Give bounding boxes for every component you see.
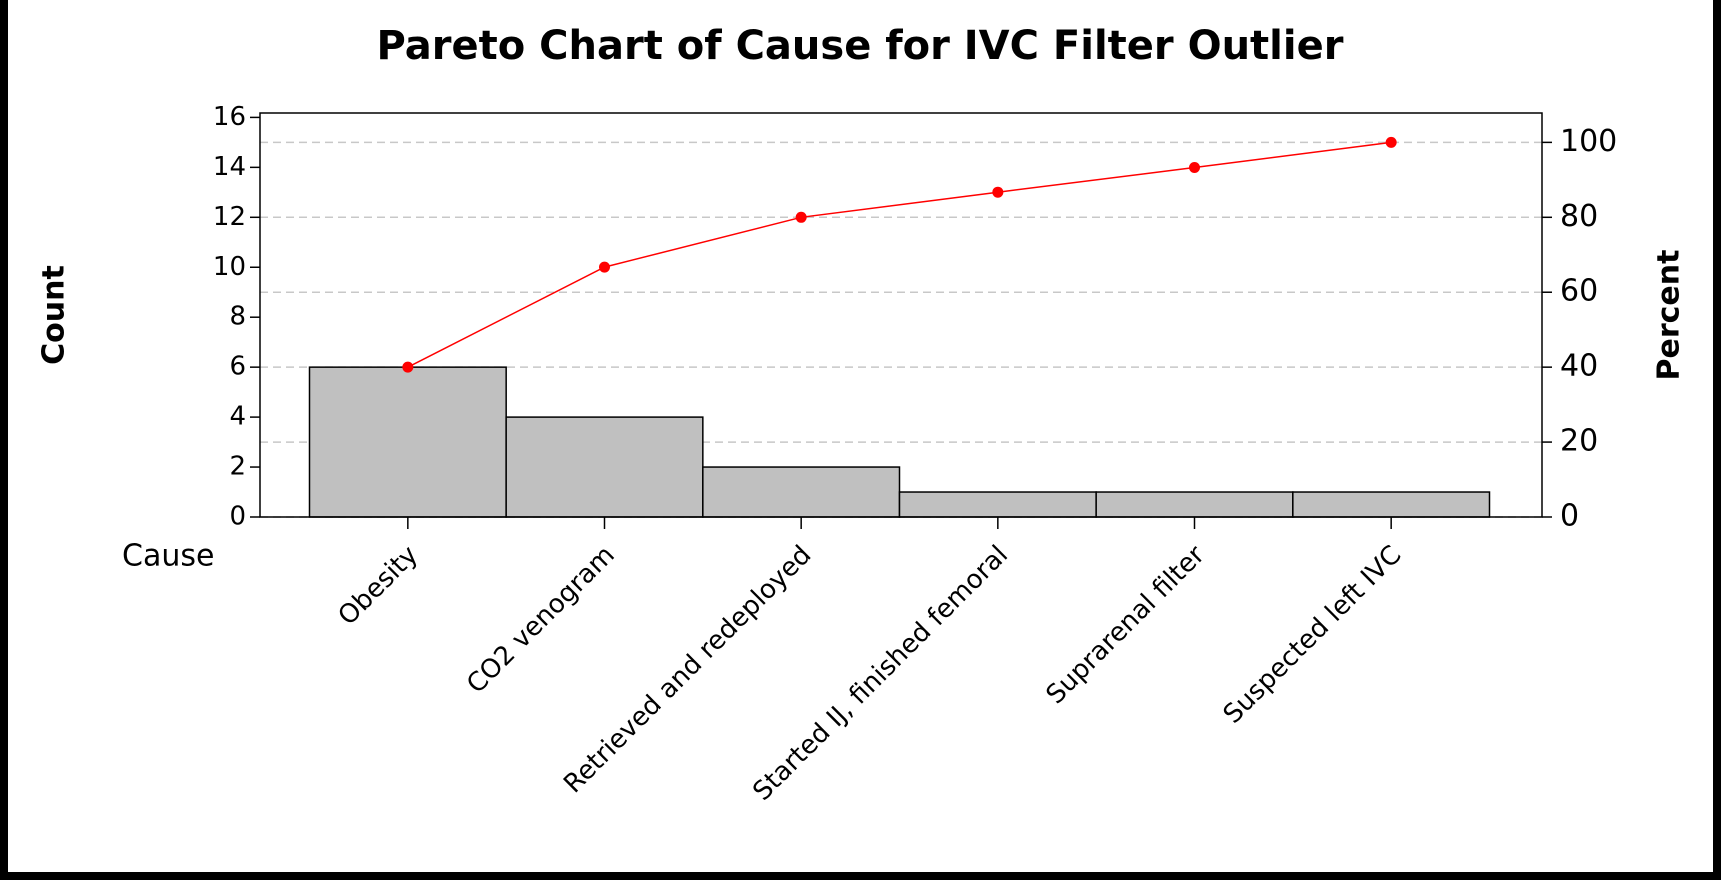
y2-tick-label: 60 [1560, 274, 1598, 309]
cumulative-point [1189, 161, 1200, 173]
cumulative-point [1385, 136, 1397, 148]
y-tick-label: 16 [213, 102, 246, 132]
cumulative-point [992, 186, 1004, 198]
y-tick-label: 2 [229, 452, 246, 482]
y2-tick-label: 100 [1560, 124, 1617, 159]
y2-tick-label: 0 [1560, 499, 1579, 534]
cumulative-point [599, 261, 610, 273]
plot-frame [259, 112, 1543, 518]
chart-title: Pareto Chart of Cause for IVC Filter Out… [377, 23, 1344, 69]
y2-tick-label: 80 [1560, 199, 1598, 234]
y2-tick-label: 20 [1560, 424, 1598, 459]
background [8, 0, 1713, 872]
y-axis-label: Count [37, 265, 72, 365]
x-axis-label: Cause [122, 539, 214, 574]
y-tick-label: 12 [213, 202, 246, 232]
y-tick-label: 0 [229, 502, 246, 532]
y-tick-label: 8 [229, 302, 246, 332]
cumulative-line [407, 141, 1392, 368]
y-tick-label: 10 [213, 252, 246, 282]
y2-axis-label: Percent [1652, 250, 1687, 381]
bar [702, 466, 901, 518]
y-tick-label: 4 [229, 402, 246, 432]
y-tick-label: 6 [229, 352, 246, 382]
bar [898, 491, 1097, 518]
cumulative-point [402, 361, 414, 373]
y2-tick-label: 40 [1560, 349, 1598, 384]
bar [505, 416, 704, 518]
bar [1095, 491, 1294, 518]
y-tick-label: 14 [213, 152, 246, 182]
bar [1292, 491, 1491, 518]
bar [308, 366, 507, 518]
cumulative-point [795, 211, 807, 223]
